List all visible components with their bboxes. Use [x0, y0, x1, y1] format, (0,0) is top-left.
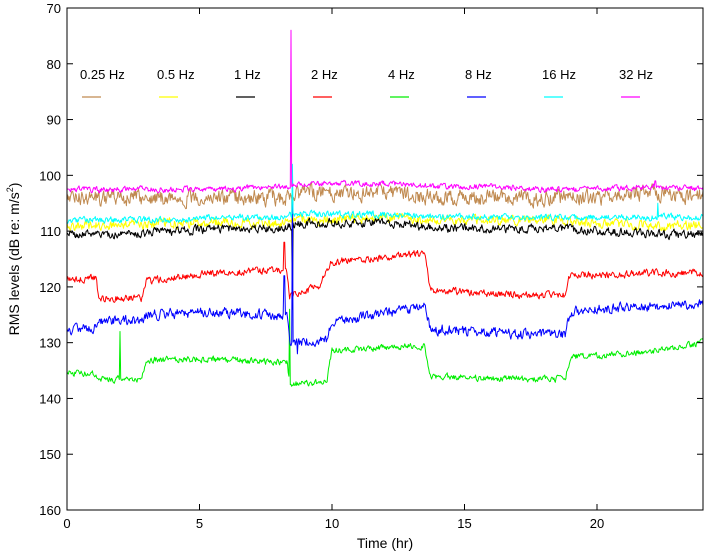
y-tick-label: 70 — [47, 1, 61, 16]
series-line-32-hz — [66, 29, 704, 194]
series-line-1-hz — [66, 217, 704, 310]
y-axis-label-end: ) — [6, 183, 22, 188]
y-axis-label: RMS levels (dB re: m/s2) — [5, 183, 22, 336]
x-tick-label: 5 — [196, 516, 203, 531]
legend-label: 4 Hz — [388, 67, 415, 82]
legend-label: 2 Hz — [311, 67, 338, 82]
y-tick-label: 110 — [40, 224, 61, 239]
x-tick-label: 0 — [63, 516, 70, 531]
legend-label: 32 Hz — [619, 67, 653, 82]
y-tick-label: 160 — [39, 503, 61, 518]
y-tick-label: 140 — [39, 391, 61, 406]
plot-frame — [66, 7, 704, 511]
y-tick-label: 100 — [39, 168, 61, 183]
y-tick-label: 130 — [39, 336, 61, 351]
legend-label: 0.5 Hz — [157, 67, 195, 82]
series-line-8-hz — [66, 197, 704, 355]
y-axis-label-main: RMS levels (dB re: m/s — [6, 192, 22, 335]
legend-label: 1 Hz — [234, 67, 261, 82]
legend-label: 8 Hz — [465, 67, 492, 82]
x-tick-label: 10 — [325, 516, 339, 531]
legend-label: 0.25 Hz — [80, 67, 125, 82]
y-tick-label: 90 — [47, 113, 61, 128]
series-line-16-hz — [66, 163, 704, 224]
y-tick-label: 150 — [39, 447, 61, 462]
x-tick-label: 15 — [457, 516, 471, 531]
ticks-layer: 0 5 10 15 20 70 80 90 100 110 120 130 140 150 160 — [39, 1, 703, 531]
series-line-0-25-hz — [66, 181, 704, 266]
y-axis-label-superscript: 2 — [5, 187, 15, 192]
x-tick-label: 20 — [590, 516, 604, 531]
y-tick-label: 80 — [47, 57, 61, 72]
y-tick-label: 120 — [39, 280, 61, 295]
legend: 0.25 Hz 0.5 Hz 1 Hz 2 Hz 4 Hz 8 Hz 16 Hz 32 Hz — [80, 67, 653, 98]
series-line-2-hz — [66, 241, 704, 303]
legend-label: 16 Hz — [542, 67, 576, 82]
x-axis-label: Time (hr) — [357, 535, 413, 551]
series-line-4-hz — [66, 308, 704, 387]
series-layer — [66, 29, 704, 387]
